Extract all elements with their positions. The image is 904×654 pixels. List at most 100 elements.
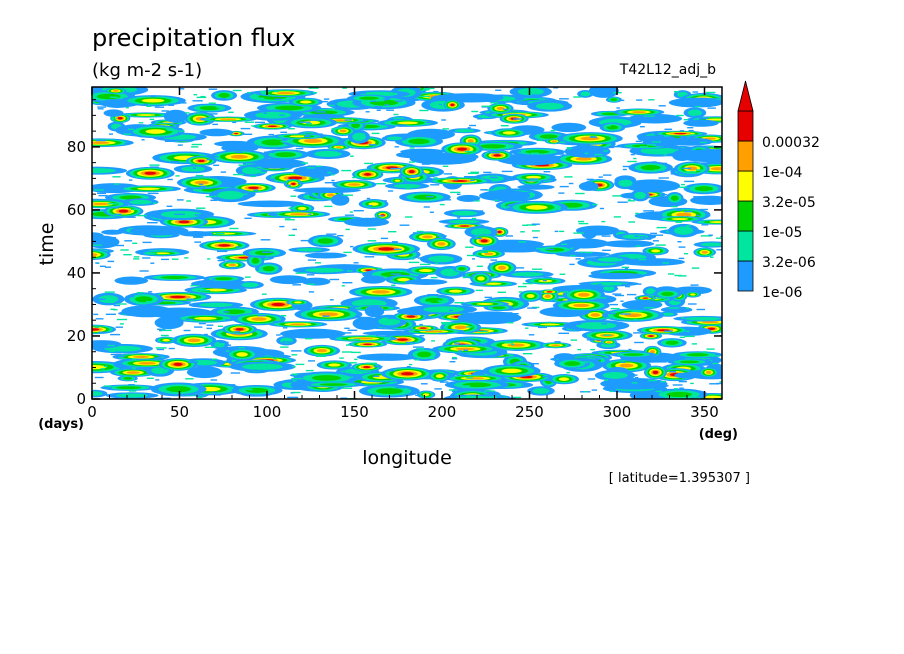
field-streak <box>108 301 115 303</box>
field-cell <box>92 202 109 206</box>
field-streak <box>470 179 475 182</box>
field-streak <box>695 115 704 117</box>
field-cell <box>328 363 341 367</box>
field-streak <box>481 105 493 107</box>
field-streak <box>543 276 552 279</box>
field-streak <box>188 177 192 179</box>
field-streak <box>689 134 696 136</box>
field-streak <box>97 192 106 194</box>
field-streak <box>513 191 519 193</box>
field-streak <box>703 197 715 199</box>
field-streak <box>434 388 442 390</box>
field-streak <box>442 199 451 201</box>
field-streak <box>466 326 473 328</box>
field-cell <box>314 150 342 158</box>
field-streak <box>258 202 263 204</box>
field-streak <box>420 383 428 385</box>
field-streak <box>636 99 643 101</box>
field-streak <box>279 225 285 228</box>
field-streak <box>575 313 579 315</box>
field-streak <box>482 345 487 347</box>
field-cell <box>705 370 712 374</box>
field-streak <box>284 184 291 186</box>
field-streak <box>232 121 237 124</box>
field-streak <box>501 170 513 173</box>
field-streak <box>603 379 608 381</box>
field-streak <box>631 382 638 384</box>
field-cell <box>650 349 656 354</box>
field-streak <box>340 397 348 399</box>
field-streak <box>427 174 439 176</box>
field-streak <box>699 141 707 144</box>
y-axis-title: time <box>36 223 58 266</box>
field-cell <box>241 282 259 288</box>
field-cell <box>217 190 244 200</box>
x-tick-label: 100 <box>253 403 282 421</box>
field-cell <box>709 221 722 223</box>
field-streak <box>414 359 419 361</box>
field-cell <box>652 370 659 375</box>
field-streak <box>448 389 458 391</box>
field-streak <box>235 151 243 154</box>
field-cell <box>214 341 226 348</box>
field-streak <box>438 104 442 106</box>
field-streak <box>566 147 571 149</box>
field-streak <box>352 176 364 179</box>
field-streak <box>674 388 679 390</box>
field-streak <box>458 345 469 347</box>
field-streak <box>291 354 298 356</box>
field-streak <box>132 128 136 130</box>
field-cell <box>496 106 505 111</box>
field-streak <box>694 397 701 399</box>
field-streak <box>518 291 523 293</box>
field-streak <box>464 176 474 178</box>
field-streak <box>148 291 153 293</box>
field-streak <box>415 394 421 396</box>
field-streak <box>388 190 394 192</box>
field-cell <box>687 109 702 117</box>
field-streak <box>467 127 471 129</box>
field-cell <box>401 372 414 376</box>
field-streak <box>444 246 451 248</box>
field-streak <box>380 237 389 240</box>
field-streak <box>170 161 180 163</box>
field-streak <box>477 251 488 253</box>
field-streak <box>145 301 156 303</box>
field-streak <box>262 251 273 253</box>
field-streak <box>303 135 311 138</box>
y-tick-label: 60 <box>67 201 86 219</box>
field-streak <box>288 234 295 236</box>
field-streak <box>555 208 561 210</box>
field-streak <box>542 375 550 378</box>
field-streak <box>157 355 169 357</box>
field-streak <box>419 335 425 337</box>
field-streak <box>631 310 643 313</box>
field-cell <box>405 278 448 285</box>
field-cell <box>451 210 478 216</box>
field-streak <box>387 278 394 280</box>
field-streak <box>603 334 612 336</box>
field-cell <box>648 335 654 337</box>
field-streak <box>617 324 624 326</box>
field-streak <box>503 312 513 314</box>
y-tick-label: 0 <box>76 390 86 408</box>
field-streak <box>645 216 654 218</box>
field-streak <box>537 326 547 329</box>
field-streak <box>476 265 483 267</box>
field-streak <box>291 373 297 375</box>
field-streak <box>253 189 259 191</box>
field-streak <box>368 144 376 146</box>
field-streak <box>655 297 666 299</box>
field-streak <box>109 133 113 135</box>
y-tick-label: 20 <box>67 327 86 345</box>
field-cell <box>671 217 689 220</box>
field-streak <box>456 193 461 195</box>
field-streak <box>467 172 479 175</box>
field-streak <box>529 178 538 180</box>
field-streak <box>276 334 281 336</box>
field-streak <box>441 322 452 324</box>
field-streak <box>211 358 217 360</box>
field-streak <box>341 285 345 287</box>
field-streak <box>614 379 622 382</box>
field-streak <box>238 337 243 340</box>
